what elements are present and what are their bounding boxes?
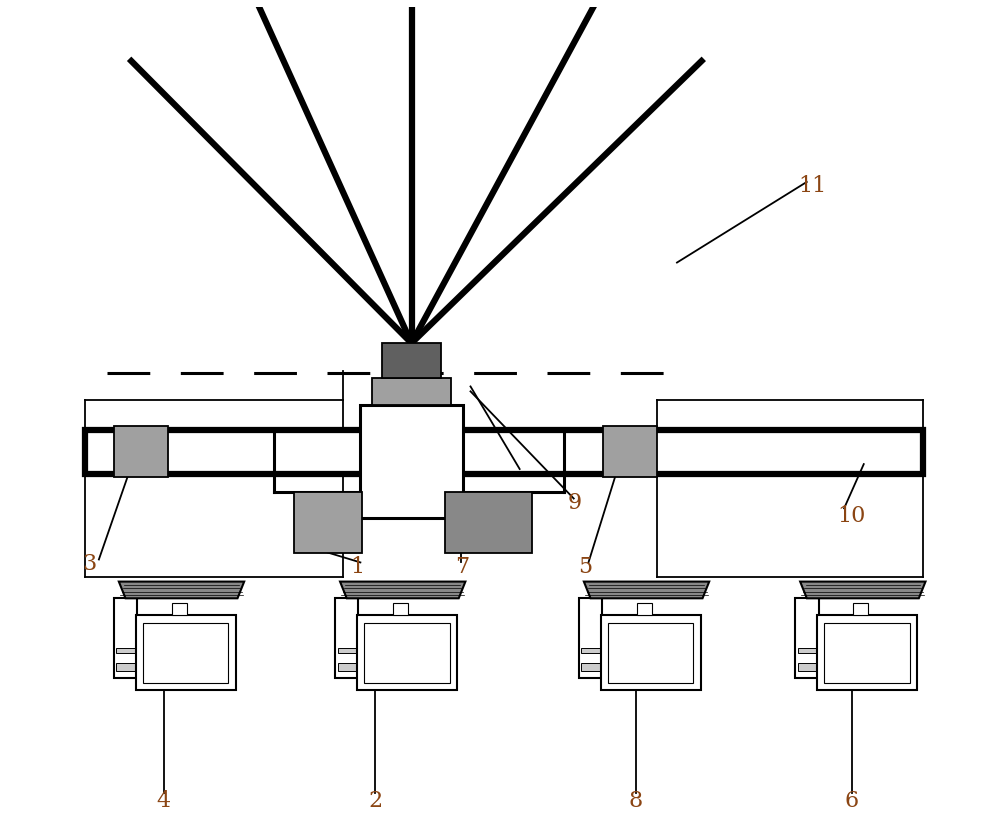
Bar [116, 662, 135, 671]
Text: 9: 9 [568, 493, 582, 514]
Bar [143, 623, 228, 683]
Bar [795, 598, 819, 677]
Bar [136, 615, 236, 691]
Text: 3: 3 [82, 554, 96, 575]
Bar [601, 615, 701, 691]
Bar [445, 492, 532, 553]
Text: 5: 5 [578, 556, 593, 578]
Bar [294, 492, 362, 553]
Bar [116, 648, 135, 653]
Bar [338, 662, 356, 671]
Polygon shape [800, 582, 926, 598]
Text: 7: 7 [456, 556, 470, 578]
Bar [360, 405, 463, 518]
Polygon shape [119, 582, 244, 598]
Polygon shape [340, 582, 465, 598]
Bar [114, 598, 137, 677]
Bar [603, 426, 657, 477]
Text: 11: 11 [799, 175, 827, 197]
Text: 10: 10 [838, 505, 866, 527]
Bar [172, 603, 187, 615]
Bar [85, 429, 923, 474]
Bar [853, 603, 868, 615]
Bar [581, 648, 600, 653]
Bar [637, 603, 652, 615]
Bar [382, 343, 441, 377]
Text: 6: 6 [845, 790, 859, 812]
Text: 8: 8 [629, 790, 643, 812]
Text: 2: 2 [368, 790, 382, 812]
Bar [798, 662, 816, 671]
Bar [579, 598, 602, 677]
Bar [114, 426, 168, 477]
Text: 1: 1 [350, 556, 365, 578]
Polygon shape [584, 582, 709, 598]
Bar [798, 648, 816, 653]
Bar [824, 623, 910, 683]
Bar [817, 615, 917, 691]
Bar [364, 623, 450, 683]
Bar [338, 648, 356, 653]
Bar [393, 603, 408, 615]
Bar [608, 623, 693, 683]
Bar [357, 615, 457, 691]
Bar [335, 598, 358, 677]
Bar [372, 377, 451, 405]
Bar [581, 662, 600, 671]
Text: 4: 4 [157, 790, 171, 812]
